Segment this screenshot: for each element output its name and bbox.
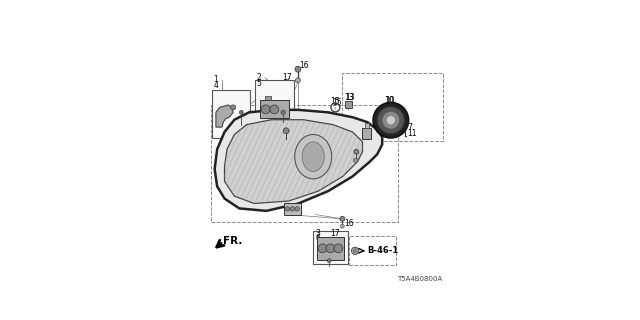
Circle shape xyxy=(353,158,358,163)
Text: 13: 13 xyxy=(345,92,355,101)
Circle shape xyxy=(334,244,343,253)
Text: 2: 2 xyxy=(256,73,261,82)
Text: 10: 10 xyxy=(385,96,395,105)
Circle shape xyxy=(295,207,300,211)
Ellipse shape xyxy=(302,142,324,172)
Text: 1: 1 xyxy=(213,75,218,84)
Text: 8: 8 xyxy=(280,126,285,135)
Text: 10: 10 xyxy=(385,96,394,105)
Circle shape xyxy=(230,105,236,110)
Text: 15: 15 xyxy=(332,98,342,107)
Circle shape xyxy=(261,105,270,114)
Text: 4: 4 xyxy=(213,81,218,90)
Text: 13: 13 xyxy=(344,93,354,102)
Text: 7: 7 xyxy=(407,123,412,132)
Polygon shape xyxy=(216,105,233,127)
Text: 8: 8 xyxy=(281,125,286,134)
Text: 14: 14 xyxy=(359,153,369,162)
Bar xyxy=(317,237,344,260)
Text: 9: 9 xyxy=(366,127,371,136)
Circle shape xyxy=(270,105,279,114)
Circle shape xyxy=(353,249,357,253)
Circle shape xyxy=(296,78,300,83)
Text: 6: 6 xyxy=(315,234,320,243)
Text: 9: 9 xyxy=(367,128,372,137)
Circle shape xyxy=(326,244,335,253)
Text: 11: 11 xyxy=(407,129,417,138)
Bar xyxy=(344,101,353,108)
Bar xyxy=(342,73,443,141)
Circle shape xyxy=(354,149,359,154)
Circle shape xyxy=(378,107,404,134)
Text: 17: 17 xyxy=(282,73,292,82)
Circle shape xyxy=(318,244,327,253)
Text: 17: 17 xyxy=(330,228,340,237)
Text: 12: 12 xyxy=(355,153,365,162)
Text: B-46-1: B-46-1 xyxy=(367,246,398,255)
Bar xyxy=(284,204,301,215)
Circle shape xyxy=(290,207,294,211)
Ellipse shape xyxy=(295,134,332,179)
Circle shape xyxy=(340,224,344,228)
Circle shape xyxy=(295,66,301,72)
Circle shape xyxy=(239,110,243,114)
Polygon shape xyxy=(214,110,382,211)
Bar xyxy=(265,96,271,100)
Bar xyxy=(211,105,398,222)
Bar xyxy=(362,128,371,140)
Text: 3: 3 xyxy=(315,228,320,237)
Bar xyxy=(260,100,289,118)
Text: T5A4B0800A: T5A4B0800A xyxy=(397,276,442,282)
Bar xyxy=(349,236,396,265)
Circle shape xyxy=(281,110,285,115)
Text: 15: 15 xyxy=(330,98,340,107)
Circle shape xyxy=(327,259,332,263)
Circle shape xyxy=(373,102,408,138)
Bar xyxy=(212,90,250,138)
Text: 16: 16 xyxy=(344,219,354,228)
Text: 14: 14 xyxy=(355,158,365,167)
Text: 12: 12 xyxy=(359,147,368,156)
Text: 16: 16 xyxy=(300,61,309,70)
Circle shape xyxy=(285,207,289,211)
Bar xyxy=(255,80,294,124)
Circle shape xyxy=(351,247,359,254)
Circle shape xyxy=(382,111,400,129)
Polygon shape xyxy=(225,120,362,204)
Circle shape xyxy=(340,216,345,221)
Bar xyxy=(365,123,369,128)
Bar xyxy=(313,231,348,264)
Circle shape xyxy=(283,128,289,134)
Circle shape xyxy=(387,116,396,124)
Text: 5: 5 xyxy=(256,79,261,88)
Text: FR.: FR. xyxy=(223,236,243,246)
